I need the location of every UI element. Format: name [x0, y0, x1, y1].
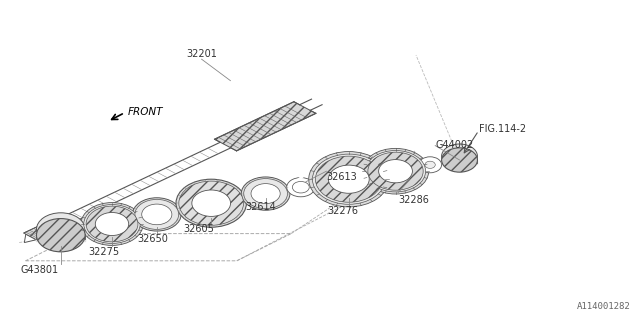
Ellipse shape	[192, 190, 230, 216]
Polygon shape	[214, 102, 316, 151]
Text: 32650: 32650	[137, 234, 168, 244]
Text: 32614: 32614	[246, 202, 276, 212]
Text: G44002: G44002	[435, 140, 474, 150]
Ellipse shape	[368, 152, 423, 190]
Ellipse shape	[141, 204, 172, 225]
Text: FIG.114-2: FIG.114-2	[479, 124, 526, 134]
Ellipse shape	[36, 213, 85, 246]
Text: FRONT: FRONT	[128, 107, 163, 117]
Ellipse shape	[379, 160, 412, 183]
Ellipse shape	[135, 199, 179, 229]
Ellipse shape	[316, 156, 382, 202]
Ellipse shape	[442, 148, 477, 172]
Ellipse shape	[362, 148, 429, 194]
Text: 32605: 32605	[183, 224, 214, 234]
Ellipse shape	[328, 165, 369, 193]
Text: 32286: 32286	[398, 195, 429, 204]
Text: G43801: G43801	[20, 265, 59, 275]
Ellipse shape	[425, 161, 435, 168]
Ellipse shape	[308, 152, 389, 207]
Ellipse shape	[287, 178, 315, 197]
Text: 32275: 32275	[88, 247, 119, 257]
Ellipse shape	[241, 177, 290, 210]
Ellipse shape	[36, 219, 85, 252]
Ellipse shape	[442, 144, 477, 168]
Ellipse shape	[251, 184, 280, 204]
Ellipse shape	[244, 179, 287, 209]
Ellipse shape	[179, 181, 244, 225]
Text: A114001282: A114001282	[577, 302, 630, 311]
Ellipse shape	[95, 212, 129, 236]
Polygon shape	[24, 220, 67, 241]
Ellipse shape	[176, 179, 246, 227]
Ellipse shape	[84, 204, 140, 244]
Ellipse shape	[292, 181, 309, 193]
Polygon shape	[26, 142, 231, 240]
Ellipse shape	[86, 206, 138, 242]
Ellipse shape	[81, 203, 143, 245]
Ellipse shape	[419, 157, 442, 173]
Ellipse shape	[312, 154, 385, 204]
Text: 32276: 32276	[327, 206, 358, 216]
Text: 32613: 32613	[326, 172, 357, 182]
Ellipse shape	[365, 150, 426, 192]
Text: 32201: 32201	[186, 49, 217, 59]
Ellipse shape	[132, 198, 181, 231]
Polygon shape	[24, 234, 36, 243]
